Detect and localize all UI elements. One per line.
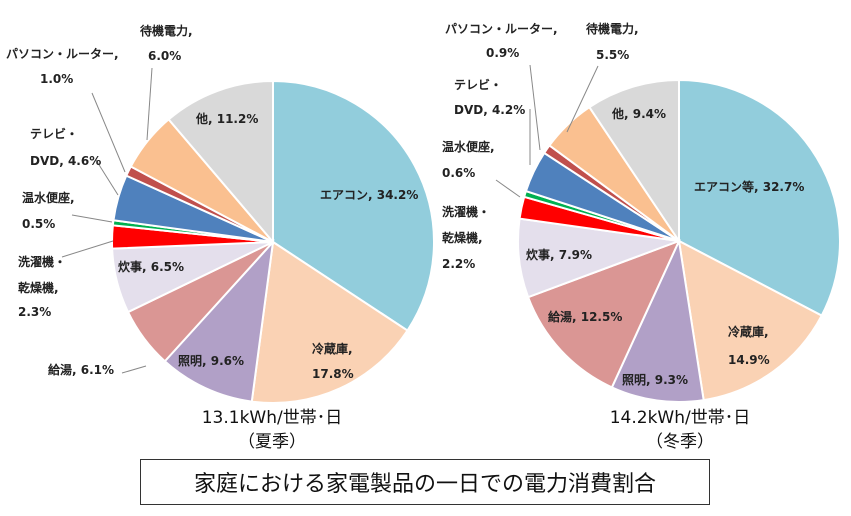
leader-line [495, 179, 521, 198]
leader-line [529, 64, 541, 151]
slice-label: 乾燥機, [442, 230, 483, 245]
summer-total-label: 13.1kWh/世帯･日 [202, 408, 343, 428]
slice-label: 2.2% [442, 257, 475, 271]
slice-label: 待機電力, [140, 23, 193, 38]
slice-label: エアコン, 34.2% [320, 188, 418, 202]
pie-slice [250, 240, 409, 404]
pie-winter: エアコン等, 32.7% 冷蔵庫, 14.9% 照明, 9.3% 給湯, 12.5% 炊事… [442, 21, 841, 403]
pie-slice [678, 78, 841, 317]
slice-label: テレビ・ [454, 77, 502, 92]
slice-label: 2.3% [18, 305, 51, 319]
pie-slice [167, 79, 274, 245]
summer-season-label: （夏季） [238, 432, 306, 452]
pie-charts: エアコン, 34.2% 冷蔵庫, 17.8% 照明, 9.6% 給湯, 6.1% 炊事, … [6, 21, 841, 452]
slice-label: 温水便座, [22, 190, 75, 205]
slice-label: 他, 11.2% [195, 111, 258, 126]
slice-label: 照明, 9.3% [622, 372, 688, 387]
slice-label: 他, 9.4% [611, 106, 666, 121]
slice-label: 照明, 9.6% [178, 353, 244, 368]
slice-label: 5.5% [596, 48, 629, 62]
slice-label: 14.9% [728, 353, 770, 367]
leader-line [95, 159, 119, 196]
slice-label: 冷蔵庫, [312, 341, 353, 356]
winter-season-label: （冬季） [646, 432, 714, 452]
slice-label: 給湯, 6.1% [48, 362, 114, 377]
slice-label: 炊事, 6.5% [118, 259, 184, 274]
leader-line [146, 67, 153, 141]
pie-slice [610, 237, 705, 403]
slice-label: パソコン・ルーター, [445, 22, 558, 36]
pie-slice [526, 239, 681, 389]
figure-title: 家庭における家電製品の一日での電力消費割合 [140, 459, 710, 505]
leader-line [121, 365, 147, 374]
pie-summer: エアコン, 34.2% 冷蔵庫, 17.8% 照明, 9.6% 給湯, 6.1% 炊事, … [6, 23, 435, 404]
slice-label: 給湯, 12.5% [548, 309, 622, 324]
slice-label: 0.5% [22, 217, 55, 231]
slice-label: 0.6% [442, 166, 475, 180]
slice-label: 0.9% [486, 46, 519, 60]
leader-line [71, 214, 113, 223]
slice-label: 洗濯機・ [442, 204, 490, 219]
pie-slice [588, 78, 680, 245]
slice-label: 17.8% [312, 367, 354, 381]
slice-label: エアコン等, 32.7% [694, 179, 804, 194]
leader-line [91, 92, 126, 173]
winter-total-label: 14.2kWh/世帯･日 [610, 408, 751, 428]
leader-line [566, 65, 599, 133]
slice-label: DVD, 4.6% [30, 154, 101, 168]
slice-label: DVD, 4.2% [454, 103, 525, 117]
slice-label: 待機電力, [586, 21, 639, 36]
slice-label: パソコン・ルーター, [6, 47, 119, 61]
slice-label: 6.0% [148, 49, 181, 63]
slice-label: 温水便座, [442, 139, 495, 154]
leader-line [61, 240, 114, 258]
slice-label: 乾燥機, [18, 280, 59, 295]
slice-label: 1.0% [40, 72, 73, 86]
pie-slice [677, 239, 824, 402]
slice-label: 炊事, 7.9% [526, 247, 592, 262]
pie-slice [163, 238, 275, 403]
slice-label: テレビ・ [30, 126, 78, 141]
slice-label: 洗濯機・ [18, 254, 66, 269]
slice-label: 冷蔵庫, [728, 324, 769, 339]
